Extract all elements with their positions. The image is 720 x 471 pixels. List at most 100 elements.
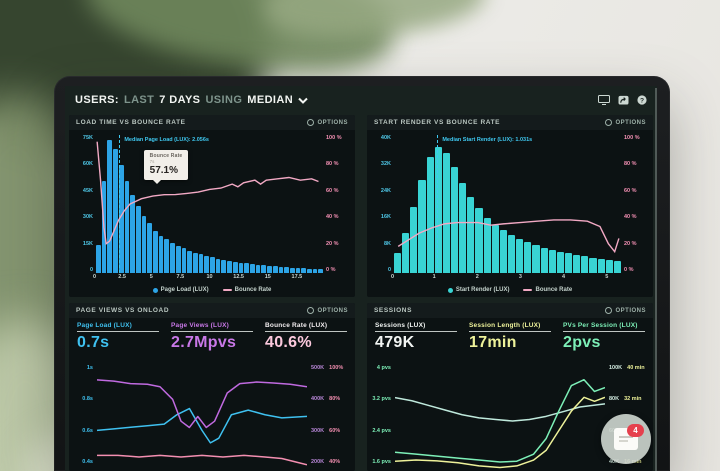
y-axis-tick: 2.4 pvs [372, 427, 391, 434]
stat-divider [563, 331, 645, 332]
chart-area: 40K 32K 24K 16K 8K 0 Median Start Render (LUX… [367, 130, 653, 273]
title-segment: 7 DAYS [159, 94, 201, 106]
histogram-bar [307, 268, 312, 273]
options-button[interactable]: OPTIONS [307, 119, 348, 126]
stat-divider [469, 331, 551, 332]
x-axis-tick: 15 [264, 274, 271, 280]
stat-value: 2pvs [563, 334, 601, 351]
y-axis-tick: 40 % [624, 214, 637, 221]
tooltip-value: 57.1% [149, 165, 179, 177]
legend-dot-marker [447, 287, 453, 293]
histogram-bar [113, 149, 118, 273]
stat-session-length: Session Length (LUX) 17min [469, 322, 551, 352]
histogram-bar [192, 252, 198, 273]
panel-load-time-vs-bounce-rate: LOAD TIME VS BOUNCE RATE OPTIONS 75K 60K 4… [69, 115, 355, 297]
title-segment: MEDIAN [247, 94, 294, 106]
time-range-selector[interactable]: USERS: LAST 7 DAYS USING MEDIAN [75, 94, 308, 106]
notification-badge: 4 [627, 424, 644, 437]
share-icon[interactable] [618, 95, 629, 105]
legend-item: Page Load (LUX) [152, 287, 209, 293]
histogram-bar [483, 218, 491, 273]
x-axis-tick: 4 [562, 274, 566, 280]
panel-page-views-vs-onload: PAGE VIEWS VS ONLOAD OPTIONS Page Load (… [69, 303, 355, 471]
chart-plot-page-views[interactable] [97, 357, 307, 471]
y-axis-tick: 0.4s [82, 458, 93, 465]
chart-legend: Start Render (LUX) Bounce Rate [367, 283, 653, 297]
y-axis-tick: 80K [609, 396, 620, 403]
y-axis-tick: 0 % [624, 266, 634, 273]
chart-plot-sessions[interactable] [395, 357, 605, 471]
topbar-icons: ? [598, 95, 647, 105]
histogram-bar [238, 262, 244, 273]
help-icon[interactable]: ? [637, 95, 647, 105]
histogram-bar [170, 242, 175, 273]
y-axis-left: 75K 60K 45K 30K 15K 0 [73, 135, 96, 273]
stat-value: 2.7Mpvs [171, 334, 237, 351]
legend-label: Bounce Rate [234, 287, 272, 293]
y-axis-right: 100 % 80 % 60 % 40 % 20 % 0 % [621, 135, 649, 273]
y-axis-tick: 0 [387, 266, 391, 273]
median-label: Median Page Load (LUX): 2.056s [124, 137, 209, 143]
x-axis-tick: 12.5 [233, 274, 244, 280]
panel-header: START RENDER VS BOUNCE RATE OPTIONS [367, 115, 653, 130]
stat-sessions: Sessions (LUX) 479K [375, 322, 457, 352]
histogram-bar [96, 244, 101, 273]
histogram-bar [410, 206, 418, 273]
x-axis-tick: 10 [206, 274, 213, 280]
histogram-bar [107, 140, 113, 273]
y-axis-tick: 40 % [326, 214, 339, 221]
y-axis-tick: 1s [86, 364, 93, 371]
chevron-down-icon [298, 97, 308, 104]
histogram-bar [289, 267, 295, 273]
y-axis-tick: 400K [311, 396, 325, 403]
panel-header: LOAD TIME VS BOUNCE RATE OPTIONS [69, 115, 355, 130]
histogram-bar [295, 268, 301, 273]
chart-plot-load-time[interactable]: Median Page Load (LUX): 2.056s Bounce Ra… [96, 135, 324, 273]
y-axis-tick: 500K [311, 364, 325, 371]
y-axis-tick: 16K [380, 214, 391, 221]
x-axis-tick: 17.5 [291, 274, 303, 280]
chart-plot-start-render[interactable]: Median Start Render (LUX): 1.031s [394, 135, 621, 273]
title-segment: USING [205, 94, 243, 106]
laptop: USERS: LAST 7 DAYS USING MEDIAN ? [54, 76, 670, 471]
histogram-bar [118, 165, 124, 273]
y-axis-tick: 60 % [326, 187, 339, 194]
histogram-bar [198, 254, 204, 273]
stat-page-load: Page Load (LUX) 0.7s [77, 322, 159, 352]
y-axis-tick: 80% [329, 396, 341, 403]
panel-title: LOAD TIME VS BOUNCE RATE [76, 119, 186, 126]
histogram-bar [255, 264, 261, 273]
histogram-bar [175, 245, 181, 273]
panel-header: SESSIONS OPTIONS [367, 303, 653, 318]
legend-item: Bounce Rate [222, 287, 272, 293]
y-axis-tick-row: 80K 32 min [609, 396, 642, 402]
display-icon[interactable] [598, 95, 610, 105]
options-button[interactable]: OPTIONS [605, 307, 646, 314]
y-axis-tick: 15K [82, 240, 93, 247]
stat-divider [171, 331, 253, 332]
histogram-bar [581, 256, 589, 273]
panel-grid: LOAD TIME VS BOUNCE RATE OPTIONS 75K 60K 4… [69, 115, 653, 471]
dashboard-topbar: USERS: LAST 7 DAYS USING MEDIAN ? [65, 86, 657, 114]
chat-widget-button[interactable]: 4 [601, 414, 651, 464]
options-button[interactable]: OPTIONS [307, 307, 348, 314]
histogram-bar [507, 235, 516, 273]
gear-icon [307, 119, 315, 126]
bounce-rate-line [394, 135, 621, 273]
dashboard-screen: USERS: LAST 7 DAYS USING MEDIAN ? [65, 86, 657, 471]
line-chart [97, 357, 307, 471]
stat-page-views: Page Views (LUX) 2.7Mpvs [171, 322, 253, 352]
legend-line-marker [523, 289, 533, 291]
histogram-bar [402, 233, 410, 273]
histogram-bar [249, 264, 255, 273]
histogram-bar [204, 256, 210, 273]
histogram-bar [499, 230, 507, 273]
y-axis-tick: 20 % [624, 240, 637, 247]
x-axis-tick: 7.5 [176, 274, 185, 280]
x-axis-tick: 5 [149, 274, 153, 280]
x-axis-tick: 0 [93, 274, 97, 280]
options-button[interactable]: OPTIONS [605, 119, 646, 126]
histogram-bar [573, 255, 581, 273]
svg-text:?: ? [640, 97, 644, 104]
x-axis: 0 1 2 3 4 5 [391, 273, 624, 283]
